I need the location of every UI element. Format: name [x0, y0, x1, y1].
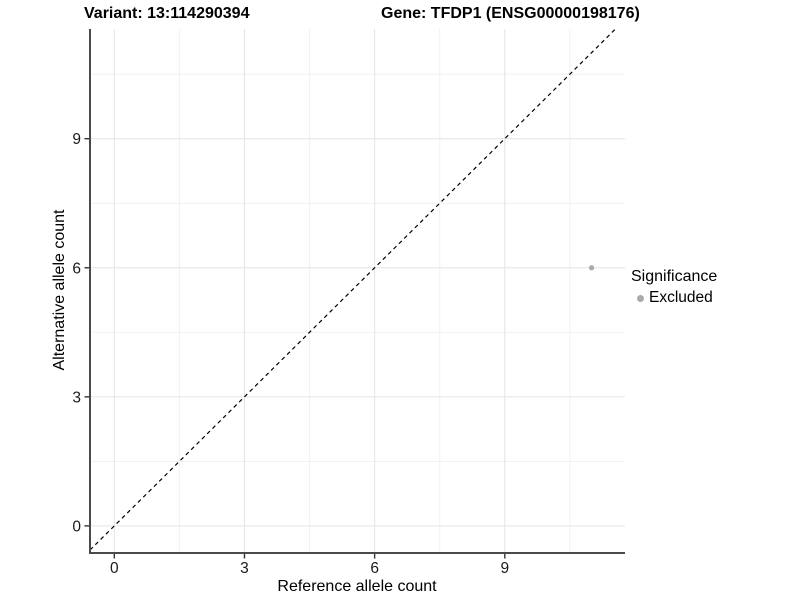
x-tick-label: 6	[370, 560, 379, 577]
y-tick-label: 9	[72, 131, 81, 148]
y-tick-label: 0	[72, 518, 81, 535]
y-tick-label: 6	[72, 260, 81, 277]
x-tick-label: 9	[500, 560, 509, 577]
variant-title: Variant: 13:114290394	[84, 5, 250, 22]
legend-item-excluded: Excluded	[637, 289, 717, 307]
legend: Significance Excluded	[631, 268, 717, 307]
legend-title: Significance	[631, 268, 718, 285]
excluded-point-icon	[637, 294, 644, 302]
x-tick-label: 0	[110, 560, 119, 577]
identity-reference-line	[89, 28, 616, 551]
y-tick-label: 3	[72, 389, 81, 406]
x-tick-label: 3	[240, 560, 249, 577]
x-axis-title: Reference allele count	[277, 578, 437, 595]
legend-item-label: Excluded	[649, 289, 713, 306]
gene-title: Gene: TFDP1 (ENSG00000198176)	[381, 5, 640, 22]
data-point	[588, 265, 595, 271]
